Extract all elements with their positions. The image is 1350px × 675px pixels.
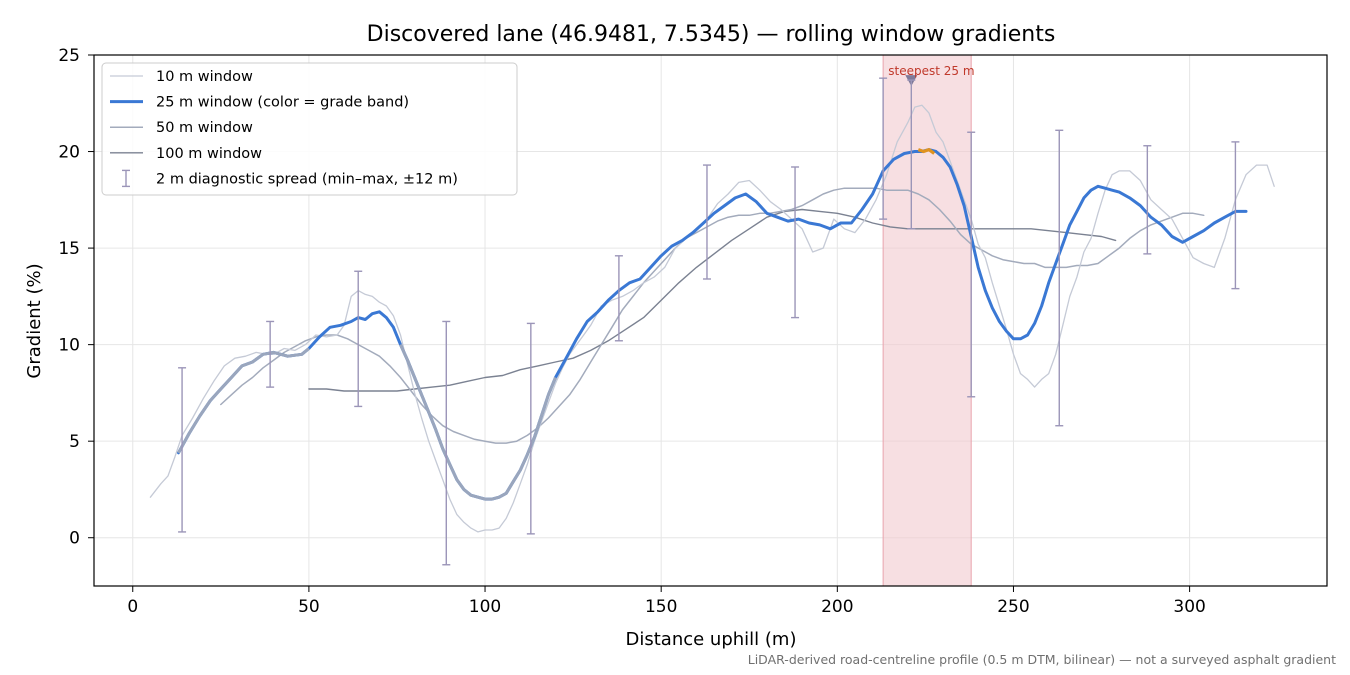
x-axis-ticks: 0 50 100 150 200 250 300 — [127, 586, 1206, 617]
series-25m-low-band-a — [177, 347, 310, 454]
y-axis-title: Gradient (%) — [24, 263, 45, 378]
footnote: LiDAR-derived road-centreline profile (0… — [748, 652, 1336, 667]
series-lines: steepest 25 m — [149, 64, 1275, 533]
steepest-annotation: steepest 25 m — [888, 64, 974, 78]
plot-frame — [93, 54, 1328, 587]
y-tick-label: 0 — [69, 529, 80, 549]
legend-label-2: 50 m window — [156, 120, 253, 136]
y-axis-ticks: 0 5 10 15 20 25 — [58, 46, 94, 549]
legend-label-1: 25 m window (color = grade band) — [156, 95, 409, 111]
legend-label-3: 100 m window — [156, 146, 262, 162]
x-tick-label: 50 — [298, 597, 320, 617]
series-25m-steep-band — [917, 148, 936, 155]
legend-box — [101, 62, 518, 196]
series-line-3 — [308, 208, 1117, 392]
steepest-window-highlight — [882, 54, 972, 587]
x-tick-label: 200 — [821, 597, 853, 617]
x-tick-label: 100 — [469, 597, 501, 617]
series-line-2 — [220, 187, 1205, 444]
y-tick-label: 15 — [58, 239, 80, 259]
x-tick-label: 250 — [997, 597, 1029, 617]
chart-title: Discovered lane (46.9481, 7.5345) — roll… — [367, 22, 1056, 47]
x-axis-title: Distance uphill (m) — [626, 629, 797, 650]
steepest-band — [882, 54, 972, 587]
x-tick-label: 300 — [1173, 597, 1205, 617]
diagnostic-spread-bars — [178, 77, 1240, 566]
series-line-1 — [177, 148, 1248, 501]
y-tick-label: 10 — [58, 336, 80, 356]
legend-label-4: 2 m diagnostic spread (min–max, ±12 m) — [156, 171, 458, 187]
y-tick-label: 25 — [58, 46, 80, 66]
x-tick-label: 0 — [127, 597, 138, 617]
x-tick-label: 150 — [645, 597, 677, 617]
y-tick-label: 5 — [69, 432, 80, 452]
legend: 10 m window 25 m window (color = grade ba… — [101, 62, 518, 196]
legend-label-0: 10 m window — [156, 69, 253, 85]
series-25m-low-band-b — [399, 343, 557, 501]
y-tick-label: 20 — [58, 143, 80, 163]
